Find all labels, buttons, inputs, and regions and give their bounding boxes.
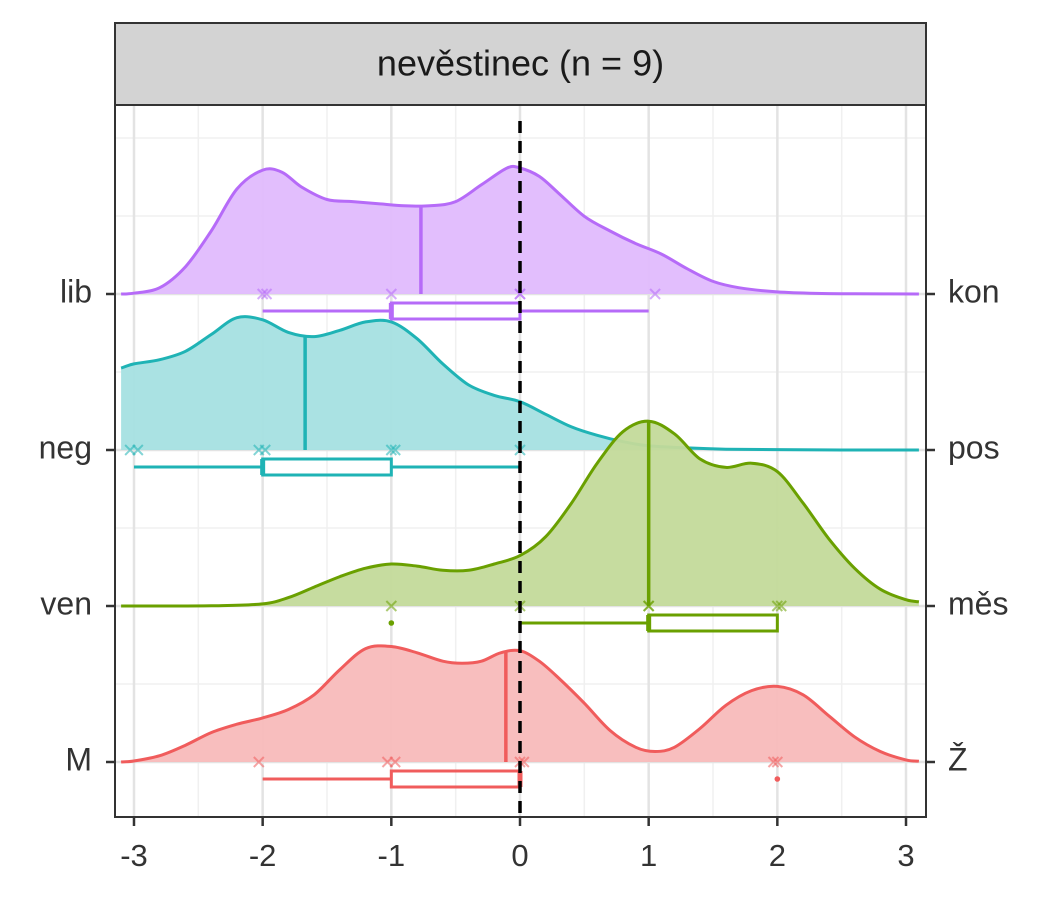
x-tick-label: -3 bbox=[120, 838, 148, 873]
density-area-neg bbox=[121, 316, 919, 451]
x-tick-label: 1 bbox=[640, 838, 657, 873]
data-point-m bbox=[389, 756, 401, 768]
right-category-label: měs bbox=[948, 585, 1008, 621]
x-tick-label: -1 bbox=[378, 838, 406, 873]
right-category-label: pos bbox=[948, 429, 1000, 465]
data-point-m bbox=[253, 756, 265, 768]
density-line-ven bbox=[121, 419, 920, 608]
left-category-label: neg bbox=[39, 429, 92, 465]
left-category-label: lib bbox=[60, 273, 92, 309]
axes: -3 -2 -1 0 1 2 3 lib kon neg pos ven měs M Ž bbox=[39, 273, 1009, 873]
data-point-neg bbox=[132, 444, 144, 456]
box-neg bbox=[261, 457, 393, 477]
x-tick-label: 0 bbox=[511, 838, 528, 873]
x-tick-label: -2 bbox=[249, 838, 277, 873]
strip-background bbox=[114, 22, 927, 106]
outlier-point-ven bbox=[388, 620, 395, 626]
data-point-ven bbox=[642, 600, 655, 612]
x-tick-label: 3 bbox=[897, 838, 914, 873]
box-ven bbox=[647, 613, 779, 633]
right-category-label: kon bbox=[948, 273, 1000, 309]
box-lib bbox=[389, 301, 522, 321]
right-category-label: Ž bbox=[948, 741, 968, 777]
data-point-lib bbox=[260, 288, 273, 300]
data-point-m bbox=[767, 756, 780, 768]
box-m bbox=[389, 769, 522, 789]
left-category-label: ven bbox=[40, 585, 92, 621]
data-point-neg bbox=[259, 444, 271, 456]
facet-title: nevěstinec (n = 9) bbox=[377, 43, 664, 84]
data-point-ven bbox=[771, 600, 784, 612]
data-point-neg bbox=[389, 444, 401, 456]
data-point-lib bbox=[649, 288, 661, 300]
x-tick-label: 2 bbox=[769, 838, 786, 873]
density-line-lib bbox=[121, 164, 919, 296]
data-point-ven bbox=[385, 600, 398, 612]
outlier-point-m bbox=[774, 776, 781, 782]
data-point-lib bbox=[256, 288, 269, 300]
data-point-ven bbox=[775, 600, 787, 612]
data-point-lib bbox=[385, 288, 398, 300]
data-point-neg bbox=[385, 444, 398, 456]
left-category-label: M bbox=[65, 741, 92, 777]
data-point-lib bbox=[514, 288, 526, 300]
data-point-m bbox=[771, 756, 784, 768]
